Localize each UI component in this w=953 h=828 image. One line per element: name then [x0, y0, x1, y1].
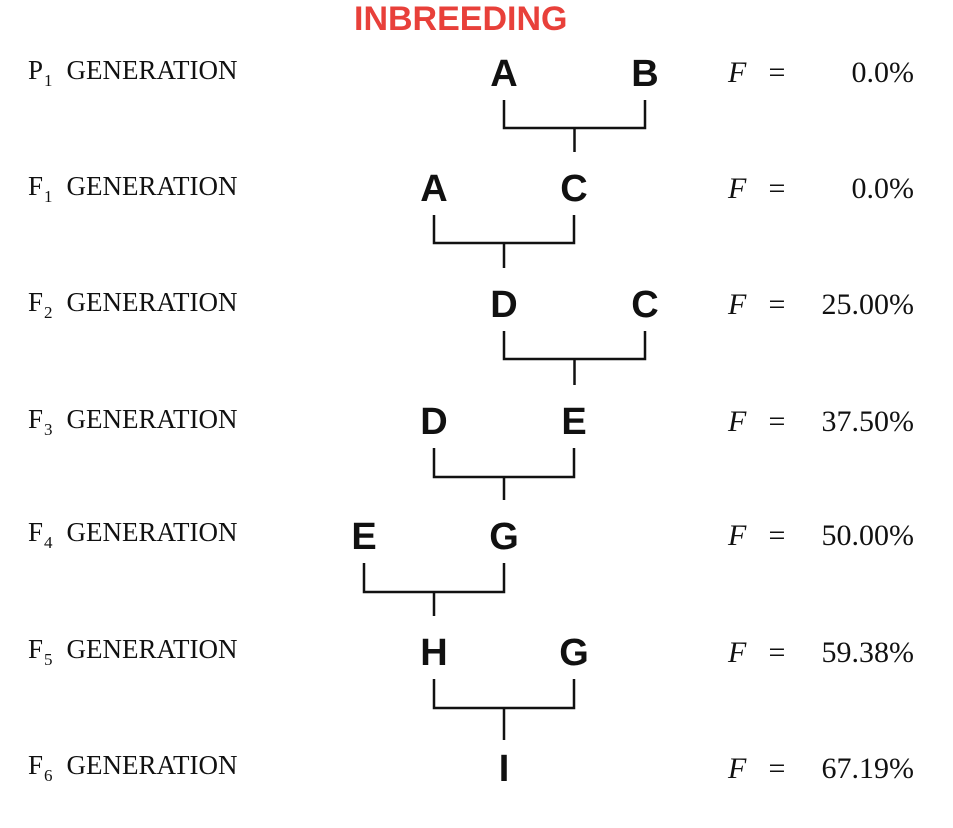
connector-p1-to-f1	[502, 100, 647, 152]
node-f2-left: D	[490, 284, 518, 326]
node-f1-left: A	[420, 168, 448, 210]
connector-f4-to-f5	[362, 563, 506, 616]
node-p1-left: A	[490, 53, 518, 95]
node-f4-right: G	[489, 516, 519, 558]
inbreeding-coefficient-f3: F = 37.50%	[728, 405, 914, 438]
node-f5-right: G	[559, 632, 589, 674]
node-f3-right: E	[561, 401, 587, 443]
generation-label-f3: F3 GENERATION	[28, 404, 238, 439]
inbreeding-coefficient-f6: F = 67.19%	[728, 752, 914, 785]
generation-label-f6: F6 GENERATION	[28, 750, 238, 785]
diagram-title: INBREEDING	[354, 0, 568, 38]
generation-label-f1: F1 GENERATION	[28, 171, 238, 206]
connector-f2-to-f3	[502, 331, 647, 385]
generation-label-f2: F2 GENERATION	[28, 287, 238, 322]
connector-f1-to-f2	[432, 215, 576, 268]
inbreeding-coefficient-f1: F = 0.0%	[728, 172, 914, 205]
connector-f3-to-f4	[432, 448, 576, 500]
inbreeding-coefficient-f4: F = 50.00%	[728, 519, 914, 552]
node-f2-right: C	[631, 284, 659, 326]
generation-label-p1: P1 GENERATION	[28, 55, 238, 90]
node-f3-left: D	[420, 401, 448, 443]
inbreeding-coefficient-p1: F = 0.0%	[728, 56, 914, 89]
generation-label-f5: F5 GENERATION	[28, 634, 238, 669]
node-f1-right: C	[560, 168, 588, 210]
generation-label-f4: F4 GENERATION	[28, 517, 238, 552]
node-p1-right: B	[631, 53, 659, 95]
inbreeding-coefficient-f5: F = 59.38%	[728, 636, 914, 669]
node-f5-left: H	[420, 632, 448, 674]
node-f6-offspring: I	[498, 748, 510, 790]
node-f4-left: E	[351, 516, 377, 558]
inbreeding-coefficient-f2: F = 25.00%	[728, 288, 914, 321]
connector-f5-to-f6	[432, 679, 576, 740]
